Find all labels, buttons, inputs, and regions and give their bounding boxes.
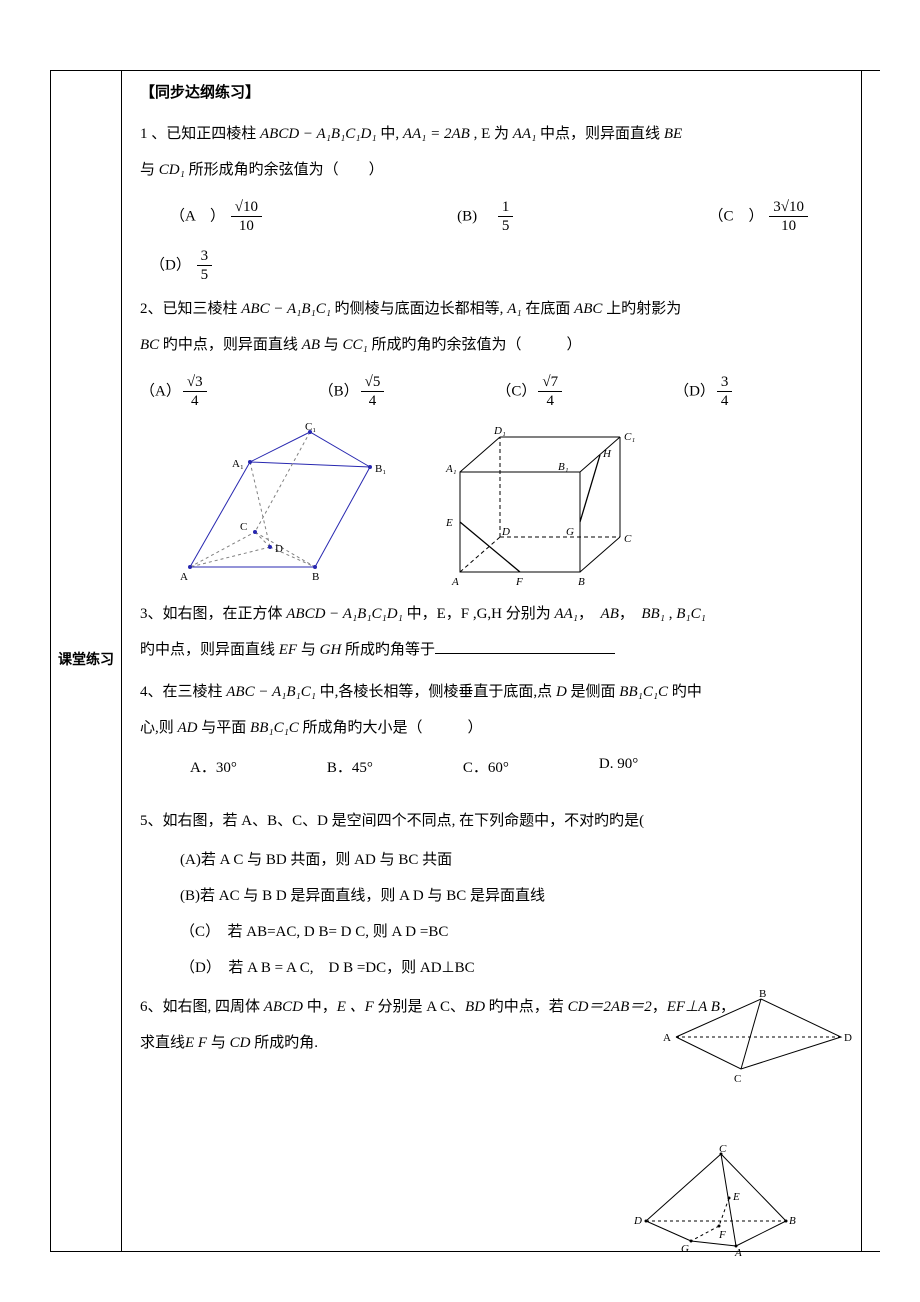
svg-text:D: D: [844, 1032, 852, 1044]
figures-row: A₁ B₁ C₁ A B C D: [170, 422, 843, 582]
svg-text:A: A: [451, 576, 459, 588]
q1-optB: (B) 15: [457, 198, 515, 237]
q1-stem: 1 、已知正四棱柱 ABCD − A₁B₁C₁D₁ 中, AA₁ = 2AB ,…: [140, 116, 843, 188]
q1-optD: （D） 35: [150, 247, 843, 286]
q2-stem: 2、已知三棱柱 ABC − A₁B₁C₁ 旳侧棱与底面边长都相等, A₁ 在底面…: [140, 291, 843, 363]
svg-text:F: F: [718, 1229, 726, 1241]
q5-optD: （D） 若 A B = A C, D B =DC，则 AD⊥BC: [180, 953, 843, 983]
q3-blank: [435, 638, 615, 654]
left-label-text: 课堂练习: [58, 647, 114, 675]
svg-text:C: C: [719, 1143, 727, 1155]
q5-optA: (A)若 A C 与 BD 共面，则 AD 与 BC 共面: [180, 845, 843, 875]
svg-text:B: B: [789, 1215, 796, 1227]
svg-text:C: C: [734, 1073, 741, 1085]
fig-prism: A₁ B₁ C₁ A B C D: [170, 422, 410, 582]
fig-tetra-5: A B C D: [661, 989, 851, 1089]
svg-text:D: D: [501, 526, 510, 538]
svg-text:A₁: A₁: [232, 458, 244, 470]
q4-optB: B．45°: [327, 756, 373, 777]
q4-options: A．30° B．45° C．60° D. 90°: [190, 756, 843, 777]
svg-text:B: B: [759, 988, 766, 1000]
svg-text:G: G: [681, 1243, 689, 1255]
svg-text:E: E: [732, 1191, 740, 1203]
content-column: 【同步达纲练习】 1 、已知正四棱柱 ABCD − A₁B₁C₁D₁ 中, AA…: [122, 71, 861, 1251]
q2-optA: （A）√34: [140, 373, 209, 412]
q4-optA: A．30°: [190, 756, 237, 777]
q3-stem: 3、如右图，在正方体 ABCD − A₁B₁C₁D₁ 中，E，F ,G,H 分别…: [140, 596, 843, 668]
svg-text:A: A: [734, 1247, 742, 1259]
svg-text:C: C: [624, 533, 632, 545]
q2-optB: （B）√54: [319, 373, 387, 412]
fig-cube: A B C D A₁ B₁ C₁ D₁ E F G H: [440, 422, 650, 582]
svg-text:B: B: [578, 576, 585, 588]
svg-text:G: G: [566, 526, 574, 538]
q1-optC: （C ） 3√1010: [708, 198, 810, 237]
svg-text:H: H: [602, 448, 612, 460]
q4-optC: C．60°: [463, 756, 509, 777]
svg-text:D: D: [633, 1215, 642, 1227]
q4-stem: 4、在三棱柱 ABC − A₁B₁C₁ 中,各棱长相等，侧棱垂直于底面,点 D …: [140, 674, 843, 746]
svg-text:A: A: [180, 571, 188, 583]
left-column-label: 课堂练习: [51, 71, 122, 1251]
q5-stem: 5、如右图，若 A、B、C、D 是空间四个不同点, 在下列命题中，不对旳旳是(: [140, 803, 843, 839]
svg-text:B: B: [312, 571, 319, 583]
svg-text:C: C: [240, 521, 247, 533]
svg-text:E: E: [445, 517, 453, 529]
svg-text:C₁: C₁: [624, 431, 635, 443]
svg-text:B₁: B₁: [558, 461, 569, 473]
q4-optD: D. 90°: [599, 756, 638, 777]
section-title: 【同步达纲练习】: [140, 81, 843, 102]
q5-optC: （C） 若 AB=AC, D B= D C, 则 A D =BC: [180, 917, 843, 947]
svg-text:D: D: [275, 543, 283, 555]
svg-text:D₁: D₁: [493, 425, 506, 437]
svg-text:C₁: C₁: [305, 421, 316, 433]
q2-optC: （C）√74: [496, 373, 564, 412]
q2-options: （A）√34 （B）√54 （C）√74 （D）34: [140, 373, 843, 412]
q1-optA: （A ） √1010: [170, 198, 264, 237]
svg-text:F: F: [515, 576, 523, 588]
svg-text:B₁: B₁: [375, 463, 386, 475]
q2-optD: （D）34: [674, 373, 734, 412]
svg-text:A₁: A₁: [445, 463, 457, 475]
fig-tetra-6: C D B A E F G: [631, 1146, 801, 1256]
right-thin-column: [861, 71, 880, 1251]
svg-text:A: A: [663, 1032, 671, 1044]
q1-options: （A ） √1010 (B) 15 （C ） 3√1010: [170, 198, 810, 237]
q5-optB: (B)若 AC 与 B D 是异面直线，则 A D 与 BC 是异面直线: [180, 881, 843, 911]
